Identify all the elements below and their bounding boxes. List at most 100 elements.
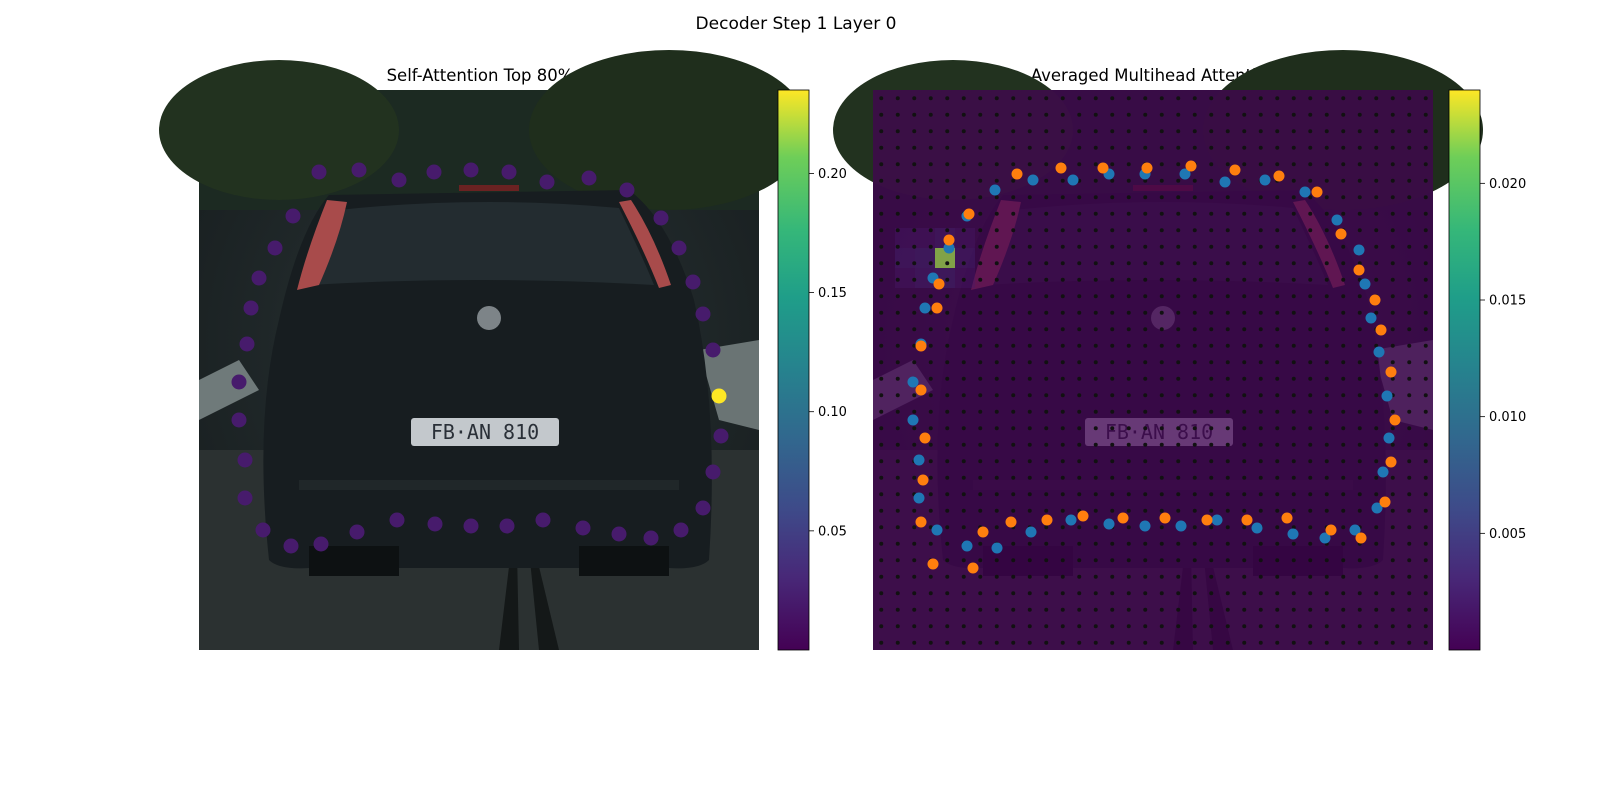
scatter-point-orange bbox=[1389, 414, 1401, 426]
scatter-point-blue bbox=[1371, 502, 1383, 514]
scatter-point-orange bbox=[967, 562, 979, 574]
left-panel-points bbox=[231, 162, 729, 554]
scatter-point bbox=[705, 342, 721, 358]
scatter-point-blue bbox=[907, 414, 919, 426]
scatter-point-blue bbox=[1353, 244, 1365, 256]
scatter-point-blue bbox=[1349, 524, 1361, 536]
scatter-point-orange bbox=[1005, 516, 1017, 528]
scatter-point-orange bbox=[1311, 186, 1323, 198]
left-panel: Self-Attention Top 80% 0.05 0.10 0.15 0.20 bbox=[159, 50, 847, 651]
scatter-point bbox=[575, 520, 591, 536]
scatter-point-orange bbox=[1011, 168, 1023, 180]
scatter-point-orange bbox=[1325, 524, 1337, 536]
scatter-point bbox=[643, 530, 659, 546]
scatter-point-orange bbox=[915, 384, 927, 396]
scatter-point bbox=[311, 164, 327, 180]
scatter-point bbox=[499, 518, 515, 534]
scatter-point-orange bbox=[915, 516, 927, 528]
scatter-point bbox=[237, 452, 253, 468]
scatter-point-orange bbox=[1369, 294, 1381, 306]
scatter-point-orange bbox=[977, 526, 989, 538]
scatter-point bbox=[351, 162, 367, 178]
scatter-point bbox=[231, 412, 247, 428]
right-panel-title: Averaged Multihead Attention bbox=[1031, 66, 1277, 85]
scatter-point-orange bbox=[1201, 514, 1213, 526]
scatter-point bbox=[231, 374, 247, 390]
scatter-point bbox=[285, 208, 301, 224]
scatter-point-orange bbox=[1141, 162, 1153, 174]
scatter-point bbox=[685, 274, 701, 290]
scatter-point-orange bbox=[1281, 512, 1293, 524]
scatter-point-orange bbox=[1379, 496, 1391, 508]
scatter-point bbox=[501, 164, 517, 180]
scatter-point bbox=[713, 428, 729, 444]
scatter-point-orange bbox=[1241, 514, 1253, 526]
scatter-point bbox=[426, 164, 442, 180]
scatter-point-orange bbox=[933, 278, 945, 290]
scatter-point-orange bbox=[1273, 170, 1285, 182]
scatter-point-blue bbox=[1139, 520, 1151, 532]
scatter-point-orange bbox=[1185, 160, 1197, 172]
right-colorbar-ticks: 0.005 0.010 0.015 0.020 bbox=[1480, 177, 1526, 542]
scatter-point bbox=[695, 306, 711, 322]
scatter-point-orange bbox=[1117, 512, 1129, 524]
scatter-point bbox=[267, 240, 283, 256]
scatter-point-blue bbox=[1067, 174, 1079, 186]
left-colorbar-gradient bbox=[777, 89, 810, 651]
scatter-point-blue bbox=[1025, 526, 1037, 538]
scatter-point bbox=[619, 182, 635, 198]
right-panel-image bbox=[833, 50, 1483, 650]
scatter-point-blue bbox=[1175, 520, 1187, 532]
left-colorbar-ticks: 0.05 0.10 0.15 0.20 bbox=[809, 167, 847, 539]
scatter-point-blue bbox=[913, 454, 925, 466]
scatter-point-blue bbox=[1259, 174, 1271, 186]
scatter-point bbox=[391, 172, 407, 188]
right-colorbar: 0.005 0.010 0.015 0.020 bbox=[1448, 89, 1526, 651]
scatter-point-blue bbox=[961, 540, 973, 552]
scatter-point bbox=[535, 512, 551, 528]
scatter-point-blue bbox=[1211, 514, 1223, 526]
scatter-point-blue bbox=[931, 524, 943, 536]
scatter-point-blue bbox=[1179, 168, 1191, 180]
right-panel: Averaged Multihead Attention 0.005 0.010 0… bbox=[833, 50, 1526, 651]
scatter-point-blue bbox=[1319, 532, 1331, 544]
scatter-point-blue bbox=[1299, 186, 1311, 198]
scatter-point bbox=[251, 270, 267, 286]
colorbar-tick-label: 0.20 bbox=[818, 167, 847, 182]
scatter-point-orange bbox=[1159, 512, 1171, 524]
scatter-point bbox=[283, 538, 299, 554]
left-panel-image bbox=[159, 50, 809, 650]
scatter-point bbox=[237, 490, 253, 506]
scatter-point bbox=[313, 536, 329, 552]
figure-suptitle: Decoder Step 1 Layer 0 bbox=[696, 14, 897, 34]
scatter-point bbox=[611, 526, 627, 542]
scatter-point-orange bbox=[917, 474, 929, 486]
scatter-point bbox=[695, 500, 711, 516]
colorbar-tick-label: 0.010 bbox=[1489, 410, 1526, 425]
scatter-point-orange bbox=[1385, 456, 1397, 468]
colorbar-tick-label: 0.005 bbox=[1489, 527, 1526, 542]
scatter-point bbox=[671, 240, 687, 256]
scatter-point-orange bbox=[1353, 264, 1365, 276]
scatter-point-blue bbox=[1359, 278, 1371, 290]
scatter-point bbox=[653, 210, 669, 226]
left-panel-title: Self-Attention Top 80% bbox=[387, 66, 574, 85]
attention-grid-dots bbox=[873, 90, 1433, 650]
scatter-point-orange bbox=[1375, 324, 1387, 336]
right-colorbar-gradient bbox=[1448, 89, 1481, 651]
colorbar-tick-label: 0.10 bbox=[818, 405, 847, 420]
left-colorbar: 0.05 0.10 0.15 0.20 bbox=[777, 89, 847, 651]
scatter-point bbox=[243, 300, 259, 316]
scatter-point-blue bbox=[1381, 390, 1393, 402]
scatter-point-blue bbox=[919, 302, 931, 314]
colorbar-tick-label: 0.020 bbox=[1489, 177, 1526, 192]
scatter-point bbox=[349, 524, 365, 540]
right-panel-points bbox=[907, 160, 1401, 574]
scatter-point-orange bbox=[1385, 366, 1397, 378]
scatter-point-orange bbox=[931, 302, 943, 314]
scatter-point-orange bbox=[963, 208, 975, 220]
scatter-point-orange bbox=[1097, 162, 1109, 174]
scatter-point-orange bbox=[1041, 514, 1053, 526]
scatter-point-orange bbox=[1229, 164, 1241, 176]
